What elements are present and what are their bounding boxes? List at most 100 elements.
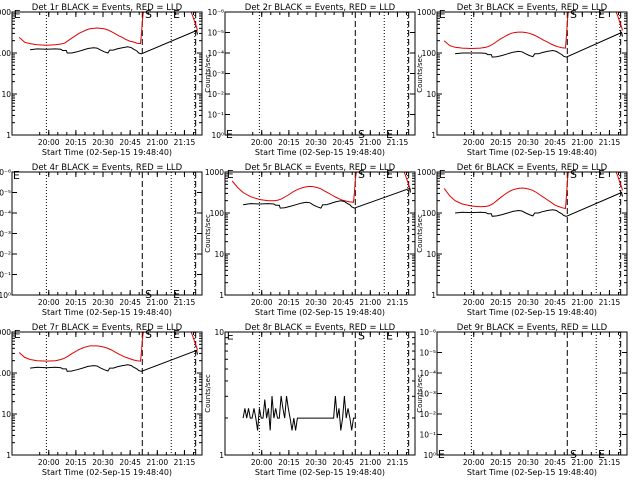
x-tick-label: 21:15 [599, 458, 621, 467]
y-tick-label: 10⁻⁵ [0, 189, 11, 198]
y-tick-label: 1 [6, 131, 11, 140]
y-tick-label: 1 [431, 291, 436, 300]
x-tick-label: 20:15 [65, 298, 87, 307]
panel-title: Det 2r BLACK = Events, RED = LLD [245, 3, 396, 13]
x-tick-label: 20:30 [305, 138, 327, 147]
panel-title: Det 3r BLACK = Events, RED = LLD [457, 3, 608, 13]
marker-e: E [173, 328, 180, 341]
x-tick-label: 20:30 [517, 138, 539, 147]
y-tick-label: 10⁰ [211, 131, 224, 140]
marker-e: E [13, 169, 20, 182]
x-tick-label: 20:00 [463, 298, 485, 307]
series-events-line [30, 29, 198, 55]
x-tick-label: 20:45 [544, 458, 566, 467]
x-tick-label: 20:30 [305, 298, 327, 307]
plot-frame [436, 171, 628, 296]
y-tick-label: 100 [210, 209, 225, 218]
x-tick-label: 20:00 [463, 138, 485, 147]
y-tick-label: 10⁻⁵ [207, 29, 224, 38]
y-axis-label: Counts/sec [204, 214, 212, 253]
y-tick-label: 10 [214, 250, 224, 259]
x-tick-label: 20:15 [278, 138, 300, 147]
x-tick-label: 20:45 [332, 458, 354, 467]
y-tick-label: 1000 [0, 328, 11, 337]
y-axis-label: Counts/sec [204, 54, 212, 93]
y-tick-label: 10⁻³ [419, 390, 436, 399]
x-tick-label: 20:45 [332, 138, 354, 147]
y-tick-label: 10⁰ [423, 451, 436, 460]
x-tick-label: 20:15 [490, 458, 512, 467]
marker-e: E [439, 168, 446, 181]
x-tick-label: 20:30 [92, 138, 114, 147]
y-tick-label: 1 [219, 451, 224, 460]
marker-s: S [145, 8, 152, 21]
marker-e: E [386, 168, 393, 181]
x-axis-label: Start Time (02-Sep-15 19:48:40) [467, 308, 597, 317]
x-tick-label: 21:15 [599, 138, 621, 147]
x-tick-label: 20:30 [305, 458, 327, 467]
panel-3: Det 3r BLACK = Events, RED = LLD 1 10 100 10… [416, 3, 628, 157]
x-axis-label: Start Time (02-Sep-15 19:48:40) [255, 308, 385, 317]
y-tick-label: 10⁻⁶ [419, 328, 436, 337]
plot-frame [11, 331, 203, 456]
marker-e: E [14, 328, 21, 341]
marker-e: E [227, 168, 234, 181]
marker-e: E [438, 448, 445, 461]
panel-7: Det 7r BLACK = Events, RED = LLD 1 10 100 10… [0, 323, 203, 477]
x-tick-label: 20:45 [119, 298, 141, 307]
marker-e: E [598, 448, 605, 461]
panel-title: Det 9r BLACK = Events, RED = LLD [457, 323, 608, 333]
x-tick-label: 21:15 [174, 458, 196, 467]
plot-frame [224, 331, 416, 456]
y-tick-label: 10⁻¹ [419, 431, 436, 440]
plot-frame [436, 11, 628, 136]
y-tick-label: 100 [422, 49, 437, 58]
x-tick-label: 20:30 [517, 298, 539, 307]
series-events-line [243, 187, 411, 209]
y-tick-label: 10⁻² [207, 90, 224, 99]
y-tick-label: 10 [1, 90, 11, 99]
panel-title: Det 7r BLACK = Events, RED = LLD [32, 323, 183, 333]
y-tick-label: 10⁻³ [207, 70, 224, 79]
x-tick-label: 20:30 [92, 298, 114, 307]
y-tick-label: 10⁻² [419, 410, 436, 419]
x-tick-label: 21:00 [571, 298, 593, 307]
series-lld-line [231, 171, 411, 203]
x-tick-label: 20:45 [119, 138, 141, 147]
series-events-line [30, 349, 198, 372]
x-axis-label: Start Time (02-Sep-15 19:48:40) [255, 468, 385, 477]
marker-e: E [439, 8, 446, 21]
y-tick-label: 10 [426, 90, 436, 99]
y-axis-label: Counts/sec [416, 214, 424, 253]
x-tick-label: 20:00 [251, 298, 273, 307]
x-tick-label: 21:15 [387, 298, 409, 307]
x-tick-label: 21:00 [146, 298, 168, 307]
marker-s: S [145, 328, 152, 341]
x-tick-label: 20:00 [463, 458, 485, 467]
x-tick-label: 20:45 [544, 138, 566, 147]
y-tick-label: 10⁰ [0, 291, 11, 300]
y-tick-label: 10⁻³ [0, 230, 11, 239]
marker-s: S [570, 168, 577, 181]
marker-s: S [358, 329, 365, 342]
marker-s: S [358, 168, 365, 181]
y-tick-label: 1000 [417, 8, 436, 17]
x-axis-label: Start Time (02-Sep-15 19:48:40) [467, 148, 597, 157]
x-tick-label: 20:45 [332, 298, 354, 307]
x-tick-label: 21:15 [387, 458, 409, 467]
marker-s: S [358, 128, 365, 141]
plot-frame [224, 171, 416, 296]
x-tick-label: 21:00 [359, 458, 381, 467]
panel-grid: Det 1r BLACK = Events, RED = LLD 1 10 100 10… [0, 3, 628, 477]
y-tick-label: 10 [214, 328, 224, 337]
panel-title: Det 6r BLACK = Events, RED = LLD [457, 163, 608, 173]
y-tick-label: 10⁻⁴ [0, 209, 11, 218]
series-lld-line [443, 11, 623, 50]
x-tick-label: 21:15 [174, 298, 196, 307]
y-axis-label: Counts/sec [204, 374, 212, 413]
y-axis-label: Counts/sec [416, 54, 424, 93]
y-tick-label: 1 [219, 291, 224, 300]
x-tick-label: 20:15 [278, 298, 300, 307]
x-tick-label: 21:00 [571, 138, 593, 147]
x-tick-label: 20:00 [38, 138, 60, 147]
